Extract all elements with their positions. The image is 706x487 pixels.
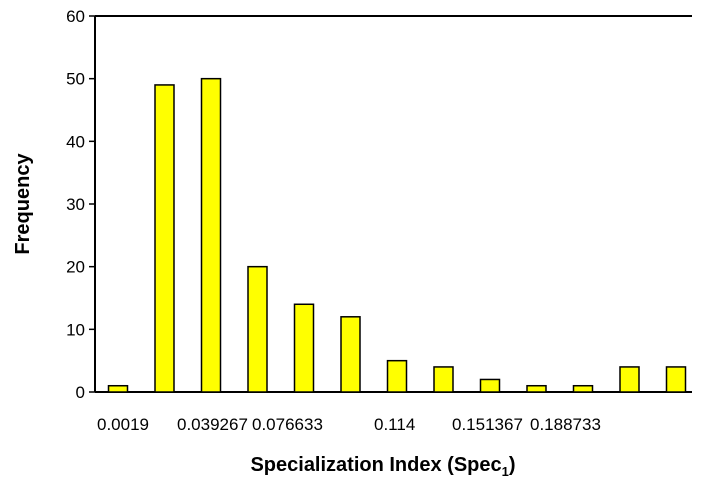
bar bbox=[479, 378, 501, 393]
bar bbox=[619, 366, 640, 393]
x-axis-tick-labels: 0.0019 0.039267 0.076633 0.114 0.151367 0.188… bbox=[97, 415, 601, 434]
bar bbox=[526, 384, 547, 393]
x-tick-label: 0.151367 bbox=[452, 415, 523, 434]
x-tick-label: 0.188733 bbox=[530, 415, 601, 434]
y-tick-label: 60 bbox=[66, 7, 85, 26]
bars-group bbox=[107, 77, 687, 393]
y-tick-label: 40 bbox=[66, 132, 85, 151]
y-tick-label: 20 bbox=[66, 258, 85, 277]
y-tick-label: 10 bbox=[66, 320, 85, 339]
y-tick-label: 0 bbox=[76, 383, 85, 402]
y-axis-ticks: 0 10 20 30 40 50 60 bbox=[66, 7, 95, 402]
bar bbox=[107, 384, 129, 393]
bar bbox=[433, 366, 454, 393]
x-axis-title: Specialization Index (Spec1) bbox=[250, 454, 515, 479]
x-tick-label: 0.114 bbox=[374, 415, 415, 434]
x-tick-label: 0.076633 bbox=[252, 415, 323, 434]
bar bbox=[293, 303, 315, 393]
plot-frame bbox=[94, 15, 692, 393]
bar bbox=[247, 265, 268, 393]
bar bbox=[200, 77, 222, 393]
y-axis-title: Frequency bbox=[12, 153, 34, 255]
y-tick-label: 30 bbox=[66, 195, 85, 214]
y-tick-label: 50 bbox=[66, 70, 85, 89]
bar bbox=[154, 84, 175, 393]
bar bbox=[572, 384, 594, 393]
bar bbox=[386, 359, 408, 393]
bar bbox=[665, 366, 687, 393]
x-tick-label: 0.0019 bbox=[97, 415, 149, 434]
bar bbox=[340, 316, 361, 393]
x-tick-label: 0.039267 bbox=[177, 415, 248, 434]
